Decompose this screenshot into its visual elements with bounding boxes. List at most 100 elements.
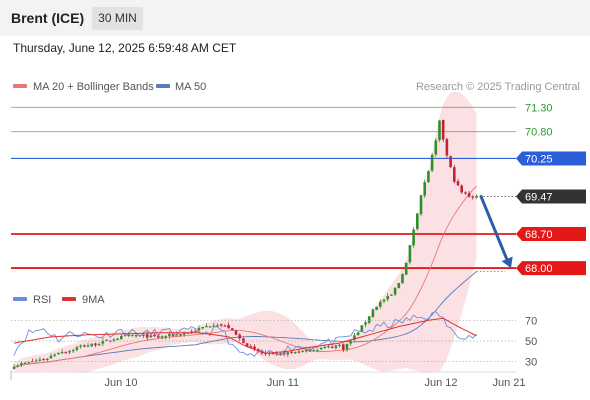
candle-body: [349, 340, 352, 344]
candle-body: [190, 331, 193, 334]
candle-body: [83, 345, 86, 347]
ma50-line: [13, 271, 477, 368]
price-tags: 71.30 70.80 70.25 68.70 68.00 69.47: [476, 102, 586, 276]
candle-body: [364, 322, 367, 325]
candle-body: [401, 274, 404, 284]
candle-body: [86, 345, 90, 347]
candle-body: [316, 349, 319, 351]
candle-body: [134, 335, 138, 337]
candle-body: [212, 325, 216, 327]
target-level-label: 71.30: [525, 102, 553, 114]
rsi-legend-swatch: [13, 297, 27, 301]
candle-body: [64, 352, 68, 354]
rsi-ma-legend-swatch: [62, 297, 76, 301]
rsi-ma-line: [13, 317, 477, 354]
candle-body: [101, 340, 105, 344]
candle-body: [367, 316, 371, 323]
timeframe-button[interactable]: 30 MIN: [92, 7, 143, 30]
candle-body: [371, 309, 375, 317]
candle-body: [327, 346, 330, 348]
candle-body: [319, 347, 323, 350]
x-axis-tick-label: Jun 10: [104, 377, 137, 389]
rsi-reference-label: 50: [525, 336, 537, 348]
candle-body: [323, 346, 327, 349]
x-axis-tick-label: Jun 21: [492, 377, 525, 389]
candle-body: [356, 332, 360, 336]
candle-body: [382, 299, 386, 302]
candle-body: [464, 192, 467, 194]
candle-body: [360, 325, 364, 332]
candle-body: [234, 330, 238, 335]
candle-body: [305, 349, 308, 352]
candle-body: [338, 344, 341, 346]
pivot-level-label: 70.25: [525, 153, 553, 165]
candle-body: [412, 229, 415, 246]
candle-body: [353, 335, 356, 341]
candle-body: [42, 359, 45, 361]
candle-body: [197, 328, 201, 331]
instrument-title: Brent (ICE): [11, 10, 85, 26]
candle-body: [145, 334, 149, 338]
candle-body: [456, 181, 460, 186]
candle-body: [227, 325, 230, 329]
candle-body: [460, 185, 463, 193]
candle-body: [168, 333, 171, 336]
candle-body: [205, 326, 208, 328]
candle-body: [68, 351, 71, 353]
bollinger-band-fill: [14, 91, 477, 374]
ma50-legend-label: MA 50: [175, 81, 206, 93]
candle-body: [120, 335, 123, 340]
candle-body: [249, 346, 253, 348]
candle-body: [253, 346, 256, 350]
candle-body: [423, 182, 426, 196]
x-axis-tick-label: Jun 12: [424, 377, 457, 389]
candle-body: [142, 334, 145, 336]
rsi-ma-legend-label: 9MA: [82, 294, 105, 306]
candle-body: [160, 336, 164, 338]
candle-body: [131, 335, 134, 337]
candle-body: [49, 355, 53, 359]
candle-body: [12, 366, 16, 369]
candle-body: [342, 344, 345, 350]
support-level-tag: [516, 226, 586, 241]
candle-body: [79, 345, 82, 347]
candle-body: [416, 213, 419, 229]
candle-body: [127, 334, 130, 336]
candle-body: [393, 288, 397, 295]
time-axis: Jun 10 Jun 11 Jun 12 Jun 21: [10, 370, 526, 389]
candle-body: [179, 334, 182, 336]
candle-body: [445, 139, 449, 156]
candle-body: [297, 351, 301, 353]
ma50-legend-swatch: [156, 84, 170, 88]
chart-legend: MA 20 + Bollinger Bands MA 50 Research ©…: [13, 81, 580, 93]
candle-body: [208, 326, 212, 328]
rsi-legend: RSI 9MA: [13, 294, 105, 306]
rsi-panel: 70 50 30: [11, 311, 537, 369]
candle-body: [27, 361, 31, 363]
candle-body: [390, 294, 393, 296]
candle-body: [216, 325, 219, 327]
candle-body: [71, 350, 75, 352]
candle-body: [164, 336, 167, 338]
candle-body: [231, 328, 234, 331]
candle-body: [271, 353, 275, 355]
candle-body: [438, 120, 441, 141]
candle-body: [94, 343, 97, 346]
candle-body: [453, 167, 456, 182]
candle-body: [90, 344, 93, 347]
rsi-reference-label: 30: [525, 357, 537, 369]
candle-body: [471, 196, 475, 198]
forecast-arrow-shaft: [479, 194, 510, 264]
candle-body: [404, 262, 408, 275]
x-axis-tick-label: Jun 11: [267, 377, 299, 389]
candle-body: [245, 343, 249, 347]
candle-body: [290, 351, 293, 353]
candle-body: [286, 352, 290, 355]
candle-body: [441, 120, 445, 140]
ma20-legend-label: MA 20 + Bollinger Bands: [33, 81, 154, 93]
candle-body: [375, 306, 378, 310]
candle-body: [312, 350, 315, 352]
last-price-label: 69.47: [525, 191, 553, 203]
candle-body: [34, 360, 38, 362]
